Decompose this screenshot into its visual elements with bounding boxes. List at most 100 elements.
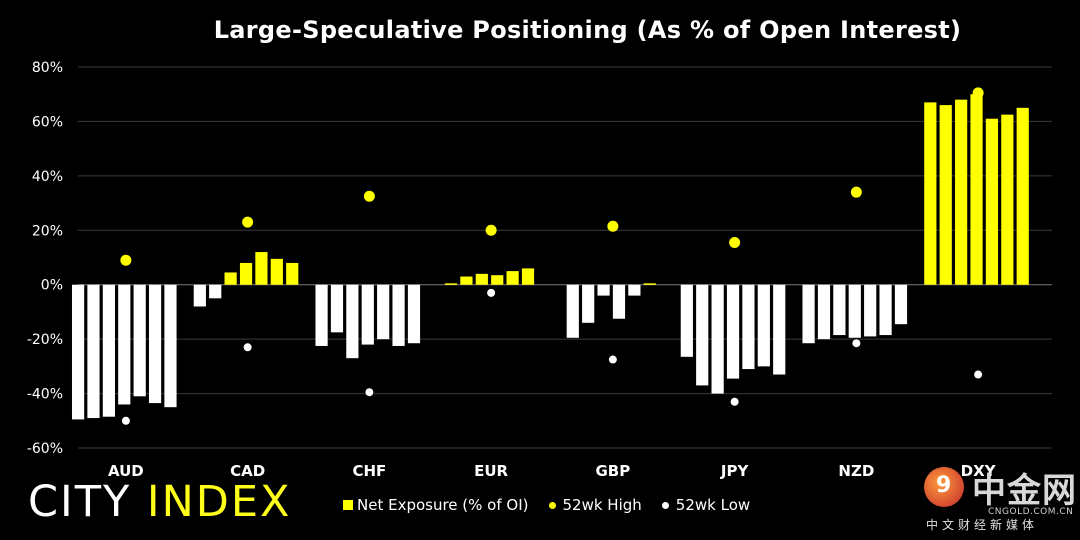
y-tick-label: 40%	[32, 169, 63, 185]
bar-aud-4	[118, 284, 131, 405]
low-marker-eur	[486, 287, 497, 298]
bar-aud-5	[133, 284, 146, 397]
bar-dxy-5	[985, 118, 999, 285]
y-tick-label: -40%	[27, 387, 63, 403]
bar-nzd-4	[848, 284, 861, 338]
low-marker-dxy	[973, 369, 984, 380]
x-tick-label: JPY	[720, 462, 750, 480]
y-tick-label: 20%	[32, 223, 63, 239]
bar-dxy-6	[1001, 114, 1014, 285]
cngold-logo-icon: 9	[924, 467, 964, 507]
bar-jpy-3	[711, 284, 724, 394]
bar-chf-3	[346, 284, 359, 359]
high-marker-nzd	[850, 186, 862, 198]
bar-gbp-5	[628, 284, 641, 296]
bar-chf-5	[377, 284, 390, 340]
watermark-tagline: 中文财经新媒体	[926, 518, 1039, 532]
bar-aud-6	[148, 284, 162, 404]
bar-dxy-3	[955, 99, 968, 285]
y-tick-label: 0%	[41, 278, 63, 294]
watermark-name: 中金网	[972, 471, 1077, 511]
bar-gbp-1	[566, 284, 579, 338]
bar-jpy-2	[696, 284, 709, 386]
bar-eur-3	[475, 273, 488, 285]
brand-word-index: INDEX	[146, 477, 292, 527]
low-marker-cad	[242, 342, 253, 353]
bar-gbp-4	[612, 284, 626, 319]
legend-item-net: Net Exposure (% of OI)	[343, 496, 529, 514]
high-marker-gbp	[607, 220, 619, 232]
x-tick-label: AUD	[108, 462, 144, 480]
bar-cad-2	[209, 284, 222, 299]
bar-jpy-1	[680, 284, 693, 357]
gridlines	[78, 66, 1052, 449]
low-marker-jpy	[729, 396, 740, 407]
watermark-url: CNGOLD.COM.CN	[988, 507, 1074, 517]
bar-dxy-4	[970, 94, 983, 285]
legend-item-high: 52wk High	[548, 496, 642, 514]
x-tick-label: DXY	[961, 462, 997, 480]
bar-eur-6	[521, 268, 535, 285]
bar-chf-1	[315, 284, 328, 346]
bar-dxy-2	[939, 105, 952, 285]
legend-swatch-net	[343, 500, 353, 510]
bar-nzd-7	[894, 284, 908, 325]
low-marker-chf	[364, 387, 375, 398]
bar-nzd-3	[833, 284, 846, 336]
bar-aud-2	[87, 284, 100, 419]
bar-chf-7	[407, 284, 421, 344]
low-marker-nzd	[851, 338, 862, 349]
bar-eur-5	[506, 271, 519, 285]
legend-item-low: 52wk Low	[661, 496, 751, 514]
legend-swatch-high	[548, 501, 556, 509]
x-tick-label: CAD	[230, 462, 265, 480]
bar-nzd-2	[817, 284, 831, 340]
bar-cad-1	[193, 284, 206, 307]
bar-cad-5	[255, 252, 268, 285]
legend-label-high: 52wk High	[562, 496, 642, 514]
cngold-watermark: 9 中金网 CNGOLD.COM.CN 中文财经新媒体	[920, 463, 1080, 540]
bar-dxy-7	[1016, 107, 1029, 285]
high-marker-chf	[363, 190, 375, 202]
bar-dxy-1	[924, 102, 937, 285]
bar-nzd-5	[864, 284, 877, 337]
bar-gbp-3	[597, 284, 610, 296]
bar-nzd-6	[879, 284, 892, 336]
bar-chf-2	[330, 284, 344, 333]
bar-cad-7	[286, 262, 299, 285]
chart-legend: Net Exposure (% of OI) 52wk High 52wk Lo…	[343, 496, 770, 514]
high-marker-eur	[485, 224, 497, 236]
low-marker-gbp	[607, 354, 618, 365]
bar-jpy-4	[726, 284, 740, 379]
y-tick-label: 80%	[32, 60, 63, 76]
legend-label-low: 52wk Low	[675, 496, 751, 514]
x-tick-label: GBP	[596, 462, 631, 480]
legend-swatch-low	[661, 501, 669, 509]
bar-cad-4	[239, 262, 253, 285]
x-tick-label: EUR	[474, 462, 508, 480]
bar-cad-3	[224, 272, 237, 285]
x-tick-label: CHF	[352, 462, 386, 480]
bar-aud-1	[71, 284, 85, 420]
bar-aud-3	[102, 284, 115, 417]
legend-label-net: Net Exposure (% of OI)	[357, 496, 529, 514]
bar-eur-4	[491, 275, 504, 285]
y-tick-label: -20%	[27, 332, 63, 348]
axis-ticks: 80% 60% 40% 20% 0% -20% -40% -60% AUD CAD CHF EUR GB…	[27, 60, 997, 480]
bar-eur-2	[460, 276, 473, 285]
y-tick-label: -60%	[27, 441, 63, 457]
x-tick-label: NZD	[838, 462, 874, 480]
bar-jpy-5	[742, 284, 755, 370]
bar-gbp-6	[643, 283, 656, 285]
bar-jpy-7	[773, 284, 786, 375]
high-marker-cad	[242, 216, 254, 228]
chart-title: Large-Speculative Positioning (As % of O…	[213, 16, 962, 44]
bar-cad-6	[270, 258, 283, 285]
city-index-logo: CITY INDEX	[28, 481, 292, 524]
high-marker-aud	[120, 254, 132, 266]
low-marker-aud	[120, 415, 131, 426]
high-marker-jpy	[729, 237, 741, 249]
bar-chf-6	[392, 284, 405, 346]
bar-gbp-2	[582, 284, 595, 323]
